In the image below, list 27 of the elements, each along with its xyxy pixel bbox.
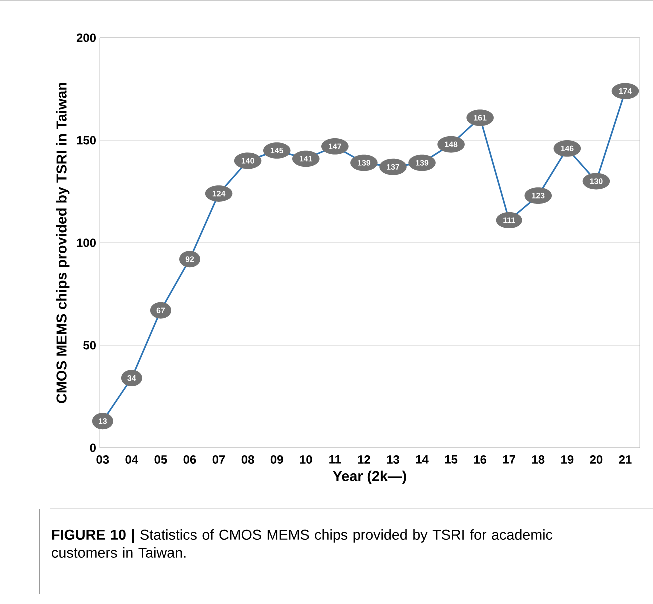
x-tick-label: 16: [474, 456, 487, 464]
y-tick-label: 200: [76, 34, 96, 42]
x-tick-label: 05: [154, 456, 168, 464]
x-tick-label: 21: [619, 456, 632, 464]
x-tick-label: 18: [532, 456, 545, 464]
x-tick-label: 14: [416, 456, 429, 464]
x-tick-label: 10: [300, 456, 312, 464]
x-tick-label: 12: [358, 456, 370, 464]
x-tick-label: 11: [330, 456, 342, 464]
x-tick-label: 20: [590, 456, 603, 464]
x-tick-label: 08: [242, 456, 254, 464]
y-axis-title: CMOS MEMS chips provided by TSRI in Taiwan: [56, 82, 70, 404]
y-tick-label: 100: [77, 238, 96, 248]
x-tick-label: 06: [184, 456, 196, 464]
x-tick-label: 15: [445, 456, 458, 464]
x-tick-label: 17: [503, 456, 516, 464]
y-tick-label: 50: [84, 341, 96, 350]
y-tick-label: 150: [77, 136, 96, 145]
x-tick-label: 13: [387, 456, 400, 464]
x-tick-label: 09: [270, 456, 284, 464]
x-tick-label: 07: [212, 456, 226, 464]
x-axis-title: Year (2k—): [333, 470, 406, 484]
x-tick-label: 03: [96, 456, 110, 464]
text: FIGURE 10 | Statistics of CMOS MEMS chips provided by TSRI for academic customers in Taiwan.: [52, 530, 553, 558]
x-tick-label: 19: [562, 456, 574, 464]
x-tick-label: 04: [126, 456, 139, 464]
y-tick-label: 0: [90, 444, 96, 452]
